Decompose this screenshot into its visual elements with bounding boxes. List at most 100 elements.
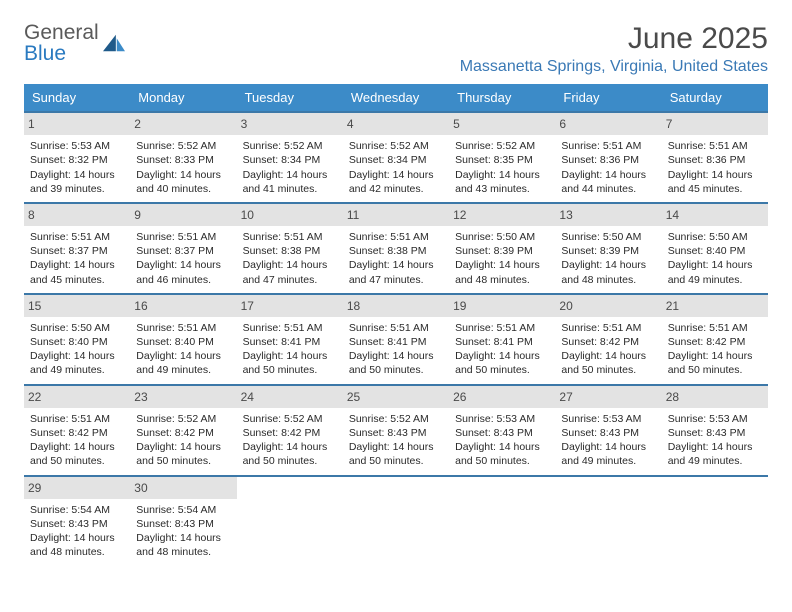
day-number: 10: [237, 204, 343, 226]
day-number: 25: [343, 386, 449, 408]
day-number: 15: [24, 295, 130, 317]
calendar-page: General Blue June 2025 Massanetta Spring…: [0, 0, 792, 587]
day-sunset: Sunset: 8:41 PM: [455, 335, 549, 349]
day-d2: and 50 minutes.: [349, 454, 443, 468]
day-d2: and 49 minutes.: [668, 273, 762, 287]
day-sunset: Sunset: 8:43 PM: [668, 426, 762, 440]
day-cell: 10 Sunrise: 5:51 AMSunset: 8:38 PMDayligh…: [237, 204, 343, 293]
day-sunset: Sunset: 8:35 PM: [455, 153, 549, 167]
day-cell: 23Sunrise: 5:52 AMSunset: 8:42 PMDayligh…: [130, 386, 236, 475]
day-d2: and 50 minutes.: [30, 454, 124, 468]
week-row: 1Sunrise: 5:53 AMSunset: 8:32 PMDaylight…: [24, 111, 768, 202]
day-number: 20: [555, 295, 661, 317]
day-d1: Daylight: 14 hours: [30, 168, 124, 182]
day-number: 27: [555, 386, 661, 408]
day-d2: and 46 minutes.: [136, 273, 230, 287]
day-sunset: Sunset: 8:42 PM: [136, 426, 230, 440]
day-sunset: Sunset: 8:38 PM: [349, 244, 443, 258]
day-sunrise: Sunrise: 5:51 AM: [243, 321, 337, 335]
day-d2: and 42 minutes.: [349, 182, 443, 196]
day-d1: Daylight: 14 hours: [668, 168, 762, 182]
day-cell: 3Sunrise: 5:52 AMSunset: 8:34 PMDaylight…: [237, 113, 343, 202]
day-cell: 29Sunrise: 5:54 AMSunset: 8:43 PMDayligh…: [24, 477, 130, 566]
day-d1: Daylight: 14 hours: [30, 531, 124, 545]
day-sunset: Sunset: 8:34 PM: [349, 153, 443, 167]
logo-line2: Blue: [24, 43, 99, 64]
day-d2: and 49 minutes.: [668, 454, 762, 468]
day-sunset: Sunset: 8:43 PM: [136, 517, 230, 531]
day-number: 2: [130, 113, 236, 135]
day-sunrise: Sunrise: 5:54 AM: [30, 503, 124, 517]
day-sunset: Sunset: 8:43 PM: [349, 426, 443, 440]
day-sunset: Sunset: 8:39 PM: [455, 244, 549, 258]
day-sunrise: Sunrise: 5:51 AM: [668, 321, 762, 335]
day-sunrise: Sunrise: 5:51 AM: [243, 230, 337, 244]
day-cell: 22Sunrise: 5:51 AMSunset: 8:42 PMDayligh…: [24, 386, 130, 475]
day-cell: 26Sunrise: 5:53 AMSunset: 8:43 PMDayligh…: [449, 386, 555, 475]
sail-icon: [103, 34, 125, 52]
day-cell: 20Sunrise: 5:51 AMSunset: 8:42 PMDayligh…: [555, 295, 661, 384]
day-sunrise: Sunrise: 5:50 AM: [561, 230, 655, 244]
day-cell: 5Sunrise: 5:52 AMSunset: 8:35 PMDaylight…: [449, 113, 555, 202]
day-d2: and 47 minutes.: [349, 273, 443, 287]
day-number: 28: [662, 386, 768, 408]
day-d1: Daylight: 14 hours: [455, 258, 549, 272]
day-d1: Daylight: 14 hours: [243, 349, 337, 363]
day-sunset: Sunset: 8:43 PM: [561, 426, 655, 440]
day-sunset: Sunset: 8:41 PM: [243, 335, 337, 349]
page-header: General Blue June 2025 Massanetta Spring…: [24, 22, 768, 76]
day-d1: Daylight: 14 hours: [136, 531, 230, 545]
month-title: June 2025: [460, 22, 768, 56]
day-number: 17: [237, 295, 343, 317]
day-d1: Daylight: 14 hours: [136, 258, 230, 272]
day-sunset: Sunset: 8:38 PM: [243, 244, 337, 258]
day-d1: Daylight: 14 hours: [136, 168, 230, 182]
day-sunrise: Sunrise: 5:50 AM: [30, 321, 124, 335]
day-sunrise: Sunrise: 5:51 AM: [455, 321, 549, 335]
day-cell: 7Sunrise: 5:51 AMSunset: 8:36 PMDaylight…: [662, 113, 768, 202]
dow-saturday: Saturday: [662, 84, 768, 111]
day-sunrise: Sunrise: 5:51 AM: [349, 230, 443, 244]
day-d2: and 49 minutes.: [136, 363, 230, 377]
day-sunrise: Sunrise: 5:53 AM: [30, 139, 124, 153]
day-cell: 28Sunrise: 5:53 AMSunset: 8:43 PMDayligh…: [662, 386, 768, 475]
day-d2: and 50 minutes.: [136, 454, 230, 468]
day-d2: and 50 minutes.: [243, 363, 337, 377]
day-sunset: Sunset: 8:36 PM: [561, 153, 655, 167]
week-row: 29Sunrise: 5:54 AMSunset: 8:43 PMDayligh…: [24, 475, 768, 566]
day-d1: Daylight: 14 hours: [668, 258, 762, 272]
day-d1: Daylight: 14 hours: [349, 168, 443, 182]
day-number: 9: [130, 204, 236, 226]
day-sunrise: Sunrise: 5:52 AM: [136, 139, 230, 153]
day-d2: and 50 minutes.: [668, 363, 762, 377]
day-number: 8: [24, 204, 130, 226]
day-d2: and 48 minutes.: [561, 273, 655, 287]
day-number: 19: [449, 295, 555, 317]
day-sunset: Sunset: 8:37 PM: [136, 244, 230, 258]
day-d1: Daylight: 14 hours: [561, 168, 655, 182]
day-sunrise: Sunrise: 5:54 AM: [136, 503, 230, 517]
days-of-week-row: SundayMondayTuesdayWednesdayThursdayFrid…: [24, 84, 768, 111]
day-d2: and 50 minutes.: [349, 363, 443, 377]
day-cell: 17 Sunrise: 5:51 AMSunset: 8:41 PMDayligh…: [237, 295, 343, 384]
day-d1: Daylight: 14 hours: [455, 168, 549, 182]
day-sunrise: Sunrise: 5:51 AM: [561, 139, 655, 153]
day-number: 7: [662, 113, 768, 135]
day-cell: 19Sunrise: 5:51 AMSunset: 8:41 PMDayligh…: [449, 295, 555, 384]
day-sunrise: Sunrise: 5:52 AM: [349, 412, 443, 426]
day-sunrise: Sunrise: 5:53 AM: [561, 412, 655, 426]
day-sunrise: Sunrise: 5:53 AM: [455, 412, 549, 426]
weeks-container: 1Sunrise: 5:53 AMSunset: 8:32 PMDaylight…: [24, 111, 768, 565]
day-sunrise: Sunrise: 5:52 AM: [136, 412, 230, 426]
day-cell-empty: [662, 477, 768, 566]
day-number: 13: [555, 204, 661, 226]
day-d2: and 39 minutes.: [30, 182, 124, 196]
day-sunrise: Sunrise: 5:50 AM: [668, 230, 762, 244]
day-sunrise: Sunrise: 5:51 AM: [561, 321, 655, 335]
day-cell: 1Sunrise: 5:53 AMSunset: 8:32 PMDaylight…: [24, 113, 130, 202]
day-number: 4: [343, 113, 449, 135]
day-d2: and 50 minutes.: [243, 454, 337, 468]
day-sunset: Sunset: 8:43 PM: [455, 426, 549, 440]
day-d2: and 49 minutes.: [561, 454, 655, 468]
day-d1: Daylight: 14 hours: [243, 258, 337, 272]
